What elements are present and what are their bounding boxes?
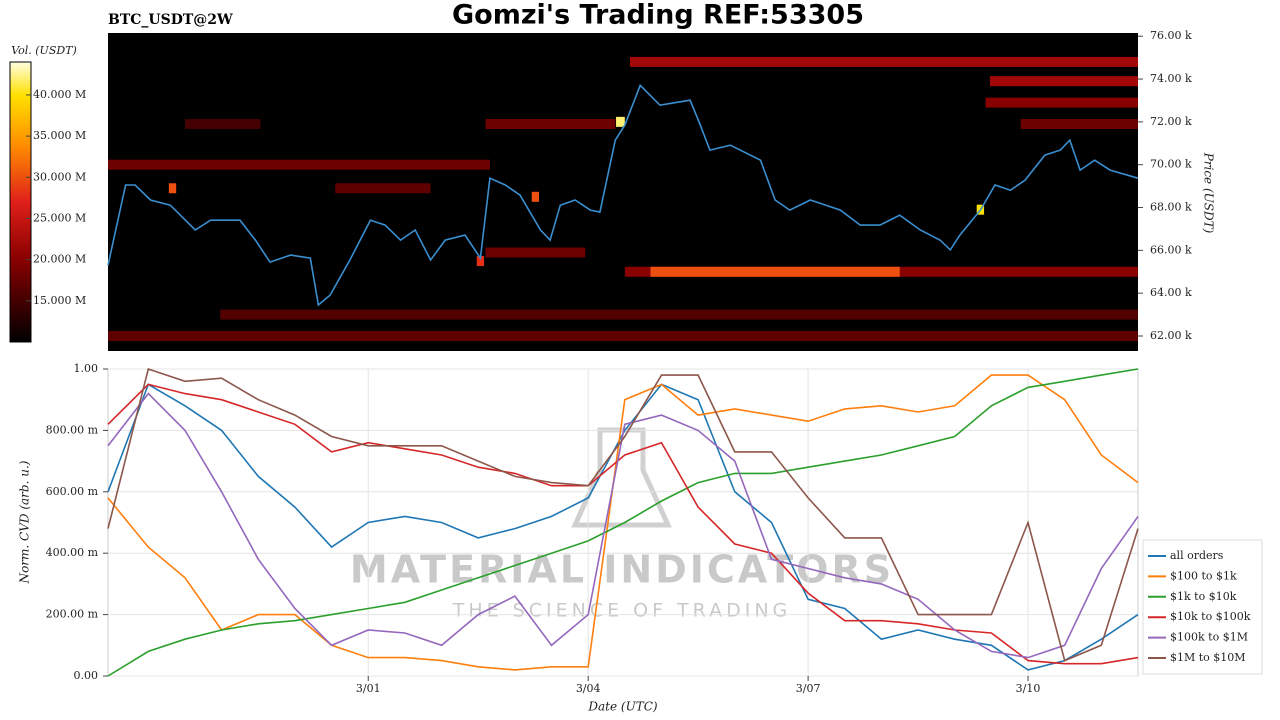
cvd-line [107, 368, 1139, 677]
symbol-label: BTC_USDT@2W [108, 12, 233, 28]
x-tick-label: 3/04 [576, 682, 601, 695]
cvd-plot-area [107, 368, 1139, 677]
heatmap-cell [335, 183, 431, 194]
heatmap-cell [985, 97, 1138, 108]
heatmap-cell [168, 183, 177, 194]
y-tick-label: 200.00 m [46, 608, 99, 621]
y-tick-label: 0.00 [74, 669, 99, 682]
legend-label: $1M to $10M [1170, 651, 1246, 664]
y-tick-label: 64.00 k [1150, 286, 1192, 299]
colorbar-tick-label: 35.000 M [33, 129, 86, 142]
heatmap-cell [108, 159, 490, 170]
y-tick-label: 1.00 [74, 362, 99, 375]
legend-label: $100 to $1k [1170, 569, 1237, 582]
x-tick-label: 3/01 [356, 682, 381, 695]
heatmap-background [108, 33, 1138, 351]
colorbar-tick-label: 30.000 M [33, 170, 86, 183]
colorbar-tick-label: 20.000 M [33, 253, 86, 266]
price-axis-label: Price (USDT) [1202, 152, 1216, 234]
heatmap-cell [485, 119, 616, 130]
y-tick-label: 76.00 k [1150, 29, 1192, 42]
heatmap-cell [531, 191, 540, 202]
y-tick-label: 70.00 k [1150, 158, 1192, 171]
legend-label: $1k to $10k [1170, 590, 1237, 603]
y-tick-label: 74.00 k [1150, 72, 1192, 85]
legend-label: all orders [1170, 549, 1224, 562]
legend-label: $100k to $1M [1170, 631, 1248, 644]
y-tick-label: 68.00 k [1150, 201, 1192, 214]
cvd-line [107, 392, 1139, 659]
heatmap-cell [476, 256, 485, 267]
heatmap-cell [184, 119, 261, 130]
legend-label: $10k to $100k [1170, 610, 1251, 623]
y-tick-label: 800.00 m [46, 423, 99, 436]
heatmap-cell [616, 116, 625, 127]
x-axis-label: Date (UTC) [587, 700, 657, 714]
cvd-line [107, 367, 1139, 662]
x-tick-label: 3/07 [796, 682, 821, 695]
heatmap-cell [485, 247, 586, 258]
cvd-line [107, 383, 1139, 665]
heatmap-cell [108, 331, 1138, 342]
x-tick-label: 3/10 [1016, 682, 1041, 695]
y-tick-label: 600.00 m [46, 485, 99, 498]
y-tick-label: 66.00 k [1150, 243, 1192, 256]
heatmap-cell [629, 56, 1138, 67]
cvd-line [107, 374, 1139, 671]
cvd-line [107, 383, 1139, 671]
colorbar-tick-label: 15.000 M [33, 294, 86, 307]
heatmap-cell [650, 266, 900, 277]
colorbar-label: Vol. (USDT) [11, 44, 77, 57]
cvd-axis-label: Norm. CVD (arb. u.) [18, 460, 32, 584]
chart-title: Gomzi's Trading REF:53305 [452, 0, 864, 31]
colorbar [9, 61, 32, 343]
heatmap-cell [989, 76, 1138, 87]
price-line [107, 83, 1139, 307]
y-tick-label: 400.00 m [46, 546, 99, 559]
legend [1142, 539, 1263, 675]
colorbar-tick-label: 40.000 M [33, 88, 86, 101]
watermark-text: THE SCIENCE OF TRADING [452, 600, 792, 622]
heatmap-cell [1020, 119, 1138, 130]
colorbar-tick-label: 25.000 M [33, 211, 86, 224]
y-tick-label: 72.00 k [1150, 115, 1192, 128]
heatmap-cell [220, 309, 1138, 320]
y-tick-label: 62.00 k [1150, 329, 1192, 342]
